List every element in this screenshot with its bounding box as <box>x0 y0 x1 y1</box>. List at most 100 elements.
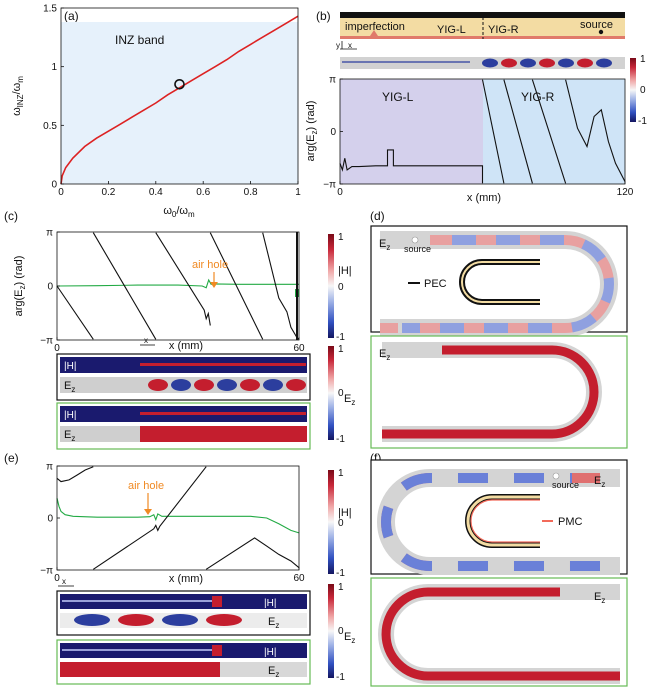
ez-label-c1: Ez <box>64 380 75 394</box>
ez-uniform-band-c2 <box>140 426 307 442</box>
h-field-line-e2 <box>62 649 222 651</box>
b-ytick-label: π <box>329 75 336 86</box>
a-ytick-label: 0 <box>51 180 57 191</box>
ez-lobe <box>286 379 306 391</box>
operating-point-marker <box>174 78 185 90</box>
panel-label-e: (e) <box>4 451 19 465</box>
panel-label-c: (c) <box>4 209 18 223</box>
yig-r-label: YIG-R <box>488 24 519 36</box>
colorbar-ez-e-tick-low: -1 <box>336 672 345 683</box>
a-ytick-label: 0.5 <box>43 121 57 132</box>
ez-lobes-c1 <box>148 379 306 391</box>
ez-lobe <box>171 379 191 391</box>
ez-label-e2: Ez <box>268 665 279 679</box>
imperfection-label: imperfection <box>345 21 405 33</box>
field-magnitude-curve-e <box>56 497 300 534</box>
field-lobe <box>596 58 612 68</box>
pec-legend-label: PEC <box>424 278 447 290</box>
u-waveguide-field-d2 <box>382 345 599 439</box>
colorbar-ez-e-tick-high: 1 <box>338 582 344 593</box>
axis-x-label-c: x <box>144 336 148 345</box>
e-xtick-label: 0 <box>54 573 60 584</box>
panel-e: (e) 0 60 π0−π air hole x (mm) x 1 0 -1 |H… <box>4 451 355 685</box>
inz-frequency-curve <box>60 15 299 185</box>
ez-uniform-band-e2 <box>60 662 220 677</box>
panel-label-d: (d) <box>370 209 385 223</box>
colorbar-ez-c-tick-high: 1 <box>338 344 344 355</box>
field-map-box-c-lossy <box>56 353 311 401</box>
air-hole-arrowhead-c <box>210 282 218 288</box>
a-xtick-label: 1 <box>295 187 301 198</box>
b-xtick-label: 120 <box>617 187 634 198</box>
c-ytick-label: 0 <box>47 282 53 293</box>
x-axis-label-a: ω0/ωm <box>163 205 195 219</box>
colorbar-b-tick-high: 1 <box>640 54 646 65</box>
pmc-legend-label: PMC <box>558 516 583 528</box>
colorbar-h-e-title: |H| <box>338 507 352 519</box>
axis-x-label-b: x <box>348 41 352 50</box>
a-xtick-label: 0 <box>58 187 64 198</box>
ez-label-f2: Ez <box>594 591 605 605</box>
ez-lobe <box>118 614 154 626</box>
a-xtick-label: 0.2 <box>101 187 115 198</box>
colorbar-h-c <box>328 234 334 338</box>
panel-d: (d) Ez source PEC Ez <box>370 209 628 449</box>
x-ticks-e: 0 60 <box>54 567 305 584</box>
u-waveguide-field-f2 <box>381 587 620 681</box>
h-label-c2: |H| <box>64 410 76 421</box>
x-ticks-c: 0 60 <box>54 337 305 354</box>
x-axis-label-e: x (mm) <box>169 573 203 585</box>
inz-band-region <box>61 22 298 184</box>
colorbar-h-c-title: |H| <box>338 265 352 277</box>
b-ytick-label: 0 <box>330 127 336 138</box>
pec-core-inner-d <box>461 261 540 303</box>
u-waveguide-lobes-f1b <box>381 473 620 571</box>
colorbar-h-e-tick-high: 1 <box>338 468 344 479</box>
y-axis-label-b: arg(Ez) (rad) <box>305 101 319 162</box>
phase-curve-b <box>339 79 626 184</box>
source-label-b: source <box>580 19 613 31</box>
h-field-hotspot-e1 <box>212 596 222 607</box>
colorbar-h-c-tick-mid: 0 <box>338 282 344 293</box>
colorbar-b-tick-mid: 0 <box>640 85 646 96</box>
yig-l-region-label: YIG-L <box>382 90 414 104</box>
field-lobe <box>482 58 498 68</box>
x-axis-label-c: x (mm) <box>169 340 203 352</box>
colorbar-b-tick-low: -1 <box>638 116 647 127</box>
x-ticks-b: 0 120 <box>337 181 634 198</box>
ez-lobe <box>217 379 237 391</box>
a-xtick-label: 0.6 <box>196 187 210 198</box>
ez-label-d1: Ez <box>379 238 390 252</box>
y-axis-label-c: arg(Ez) (rad) <box>13 256 27 317</box>
a-ytick-label: 1 <box>51 62 57 73</box>
source-label-f: source <box>552 480 579 490</box>
colorbar-ez-c <box>328 346 334 440</box>
panel-label-a: (a) <box>64 9 79 23</box>
field-map-box-e-ideal <box>56 639 311 685</box>
colorbar-h-c-tick-high: 1 <box>338 232 344 243</box>
x-axis-label-b: x (mm) <box>467 192 501 204</box>
h-field-hot-line-c2 <box>140 412 306 415</box>
field-strip-lobes <box>482 58 612 68</box>
a-xtick-label: 0.4 <box>149 187 163 198</box>
axes-frame-a <box>60 7 299 185</box>
colorbar-h-c-tick-low: -1 <box>336 332 345 343</box>
y-ticks-e: π 0 −π <box>40 462 60 576</box>
ez-label-d2: Ez <box>379 348 390 362</box>
ez-label-f1: Ez <box>594 475 605 489</box>
field-map-box-e-lossy <box>56 590 311 636</box>
colorbar-h-e-tick-mid: 0 <box>338 518 344 529</box>
x-ticks-a: 0 0.2 0.4 0.6 0.8 1 <box>58 181 301 198</box>
u-waveguide-lobes-d1b <box>402 235 614 333</box>
field-lobe <box>539 58 555 68</box>
ez-lobe <box>240 379 260 391</box>
edge-burst-c <box>296 232 298 340</box>
colorbar-ez-e-tick-mid: 0 <box>338 626 344 637</box>
colorbar-b <box>630 58 636 122</box>
b-ytick-label: −π <box>323 179 336 190</box>
ez-lobe <box>263 379 283 391</box>
c-xtick-label: 60 <box>293 343 305 354</box>
ez-label-e1: Ez <box>268 616 279 630</box>
panel-b: (b) imperfection YIG-L YIG-R source y x … <box>305 9 647 204</box>
